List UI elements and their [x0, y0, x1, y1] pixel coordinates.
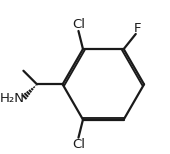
Text: Cl: Cl — [72, 138, 85, 151]
Text: F: F — [133, 22, 141, 35]
Text: Cl: Cl — [72, 18, 85, 31]
Text: H₂N: H₂N — [0, 92, 25, 105]
